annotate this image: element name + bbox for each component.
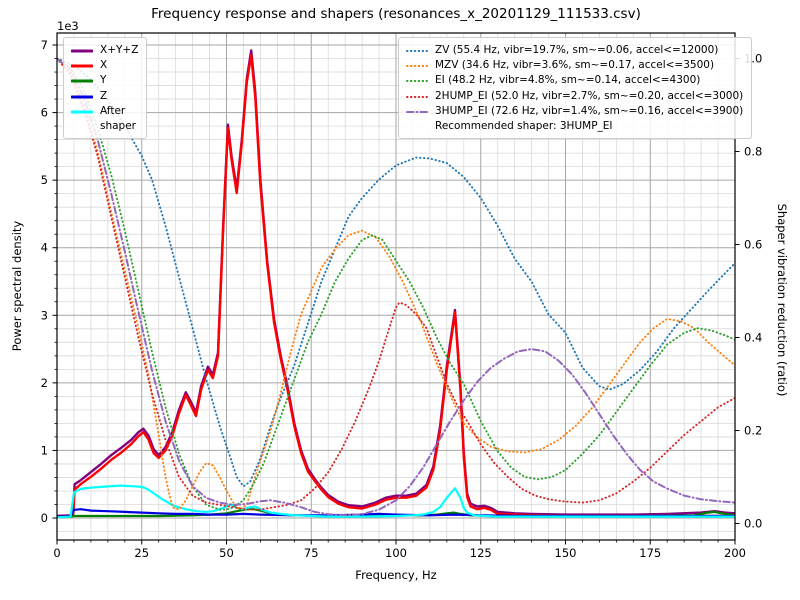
y-right-tick-label: 0.8 — [744, 145, 762, 159]
legend-item-label: Y — [100, 74, 107, 87]
legend-item-ei: EI (48.2 Hz, vibr=4.8%, sm~=0.14, accel<… — [406, 73, 743, 88]
legend-item-3hump-ei: 3HUMP_EI (72.6 Hz, vibr=1.4%, sm~=0.16, … — [406, 104, 743, 119]
legend-item-2hump-ei: 2HUMP_EI (52.0 Hz, vibr=2.7%, sm~=0.20, … — [406, 89, 743, 104]
x-tick-label: 175 — [639, 546, 661, 560]
legend-swatch-solid — [71, 49, 93, 53]
x-tick-label: 125 — [470, 546, 492, 560]
legend-item-label: Z — [100, 89, 108, 102]
legend-shapers: ZV (55.4 Hz, vibr=19.7%, sm~=0.06, accel… — [398, 37, 753, 140]
x-axis-label: Frequency, Hz — [355, 568, 437, 582]
legend-item-after-shaper: After shaper — [71, 104, 138, 134]
y-right-tick-label: 0.4 — [744, 331, 762, 345]
y-right-tick-label: 0.0 — [744, 517, 762, 531]
legend-item-y: Y — [71, 73, 138, 88]
series-line-shaper-2hump-ei — [57, 57, 735, 511]
series-line-psd-x — [57, 53, 735, 518]
legend-swatch-solid — [71, 95, 93, 99]
x-tick-label: 0 — [53, 546, 60, 560]
y-left-tick-label: 3 — [41, 308, 48, 322]
y-left-tick-label: 5 — [41, 173, 48, 187]
x-tick-label: 75 — [304, 546, 319, 560]
legend-recommended-note: Recommended shaper: 3HUMP_EI — [435, 120, 613, 133]
legend-item-z: Z — [71, 89, 138, 104]
y-left-tick-label: 0 — [41, 511, 48, 525]
legend-swatch-dashdot — [406, 110, 428, 113]
y-left-tick-label: 2 — [41, 376, 48, 390]
series-line-shaper-mzv — [57, 57, 735, 511]
series-line-psd-after-shaper — [57, 484, 735, 519]
legend-item-x-y-z: X+Y+Z — [71, 43, 138, 58]
legend-item-label: X+Y+Z — [100, 44, 139, 56]
x-tick-label: 50 — [219, 546, 234, 560]
y-right-tick-label: 0.2 — [744, 424, 762, 438]
series-line-shaper-zv — [57, 57, 735, 488]
legend-psd: X+Y+Z X Y Z After shaper — [63, 37, 148, 140]
x-tick-label: 100 — [385, 546, 407, 560]
x-tick-label: 150 — [555, 546, 577, 560]
y-axis-label-left: Power spectral density — [10, 220, 24, 352]
legend-swatch-dotted — [406, 50, 428, 52]
legend-swatch-dotted — [406, 95, 428, 98]
legend-item-label: ZV (55.4 Hz, vibr=19.7%, sm~=0.06, accel… — [435, 44, 719, 56]
series-line-shaper-ei — [57, 57, 735, 511]
y-left-tick-label: 7 — [41, 38, 48, 52]
legend-swatch-solid — [71, 64, 93, 68]
legend-swatch-dotted — [406, 80, 428, 83]
legend-item-label: After shaper — [100, 104, 137, 133]
x-tick-label: 200 — [724, 546, 746, 560]
legend-item-x: X — [71, 58, 138, 73]
y-axis-label-right: Shaper vibration reduction (ratio) — [775, 203, 789, 397]
legend-swatch-dotted — [406, 65, 428, 68]
series-line-shaper-3hump-ei — [57, 57, 735, 517]
chart-title: Frequency response and shapers (resonanc… — [151, 6, 641, 22]
y-left-tick-label: 4 — [41, 241, 48, 255]
legend-item-label: 2HUMP_EI (52.0 Hz, vibr=2.7%, sm~=0.20, … — [435, 89, 744, 102]
legend-item-label: MZV (34.6 Hz, vibr=3.6%, sm~=0.17, accel… — [435, 59, 715, 72]
x-tick-label: 25 — [134, 546, 149, 560]
legend-item-label: EI (48.2 Hz, vibr=4.8%, sm~=0.14, accel<… — [435, 74, 701, 87]
axis-offset-text: 1e3 — [57, 19, 79, 33]
y-left-tick-label: 6 — [41, 106, 48, 120]
legend-item-label: X — [100, 59, 108, 72]
legend-swatch-solid — [71, 110, 93, 114]
legend-swatch-solid — [71, 79, 93, 83]
legend-item-label: 3HUMP_EI (72.6 Hz, vibr=1.4%, sm~=0.16, … — [435, 104, 744, 117]
series-group — [57, 49, 735, 519]
legend-item-zv: ZV (55.4 Hz, vibr=19.7%, sm~=0.06, accel… — [406, 43, 743, 58]
y-left-tick-label: 1 — [41, 443, 48, 457]
legend-item-mzv: MZV (34.6 Hz, vibr=3.6%, sm~=0.17, accel… — [406, 58, 743, 73]
y-right-tick-label: 0.6 — [744, 238, 762, 252]
grid-minor — [57, 33, 735, 540]
